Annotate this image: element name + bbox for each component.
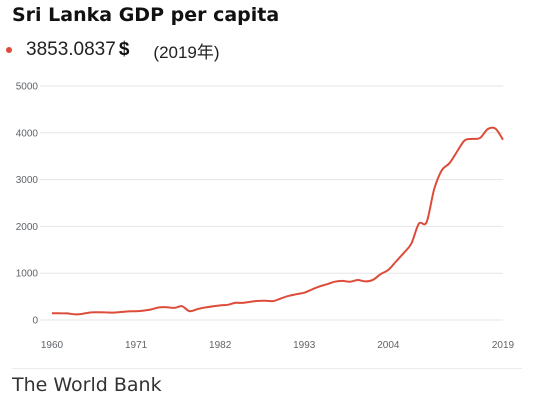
data-point-1983 <box>225 302 231 308</box>
current-value: 3853.0837 <box>26 39 116 60</box>
data-point-2008 <box>416 221 422 227</box>
chart-title: Sri Lanka GDP per capita <box>12 4 280 26</box>
data-point-1978 <box>187 308 193 314</box>
data-point-1964 <box>80 311 86 317</box>
data-point-1980 <box>202 304 208 310</box>
x-tick-label: 1993 <box>293 340 316 351</box>
data-point-1991 <box>286 293 292 299</box>
data-point-1974 <box>156 304 162 310</box>
series-layer <box>49 126 506 317</box>
data-point-1979 <box>194 306 200 312</box>
data-point-2001 <box>362 278 368 284</box>
x-tick-label: 2004 <box>377 340 400 351</box>
data-point-1966 <box>95 309 101 315</box>
x-tick-label: 1971 <box>125 340 148 351</box>
data-point-1999 <box>347 279 353 285</box>
data-point-2017 <box>485 126 491 132</box>
data-point-1985 <box>240 300 246 306</box>
data-point-1984 <box>232 300 238 306</box>
data-point-2015 <box>469 136 475 142</box>
data-point-2005 <box>393 259 399 265</box>
data-point-2002 <box>370 277 376 283</box>
y-tick-label: 1000 <box>16 269 39 280</box>
data-point-2007 <box>408 241 414 247</box>
source-label: The World Bank <box>12 374 162 396</box>
data-point-1975 <box>164 304 170 310</box>
x-axis-ticks: 1960 1971 1982 1993 2004 2019 <box>41 340 515 351</box>
data-point-1973 <box>148 306 154 312</box>
y-axis-ticks: 0 1000 2000 3000 4000 5000 <box>16 82 39 327</box>
data-point-2013 <box>454 149 460 155</box>
data-point-1977 <box>179 303 185 309</box>
data-point-1967 <box>103 309 109 315</box>
data-point-1965 <box>87 310 93 316</box>
data-point-1987 <box>255 298 261 304</box>
y-tick-label: 5000 <box>16 82 39 93</box>
grid-lines <box>40 85 503 321</box>
data-point-1969 <box>118 309 124 315</box>
data-point-2014 <box>462 137 468 143</box>
data-point-1960 <box>49 310 55 316</box>
data-point-1976 <box>171 305 177 311</box>
data-point-1994 <box>309 286 315 292</box>
data-point-1992 <box>294 291 300 297</box>
data-point-2006 <box>401 250 407 256</box>
data-point-1971 <box>133 308 139 314</box>
data-point-2004 <box>385 267 391 273</box>
data-point-2009 <box>424 219 430 225</box>
value-year: (2019年) <box>153 42 220 62</box>
data-point-2000 <box>355 277 361 283</box>
data-point-1981 <box>210 303 216 309</box>
currency-unit: $ <box>118 39 130 60</box>
data-point-1962 <box>64 310 70 316</box>
data-point-2019 <box>500 137 506 143</box>
x-tick-label: 1982 <box>209 340 232 351</box>
x-tick-label: 2019 <box>492 340 515 351</box>
current-value-row: 3853.0837 $ (2019年) <box>6 38 220 62</box>
gdp-line-chart: 0 1000 2000 3000 4000 5000 1960 1971 1982 1993 20… <box>16 82 515 352</box>
data-point-2016 <box>477 135 483 141</box>
x-tick-label: 1960 <box>41 340 64 351</box>
data-point-1972 <box>141 308 147 314</box>
data-point-1998 <box>339 278 345 284</box>
data-point-1997 <box>332 279 338 285</box>
data-point-2010 <box>431 186 437 192</box>
data-point-2012 <box>446 160 452 166</box>
data-point-1996 <box>324 281 330 287</box>
data-point-1988 <box>263 298 269 304</box>
series-line-0 <box>51 126 504 316</box>
data-point-1970 <box>125 308 131 314</box>
data-point-1993 <box>301 290 307 296</box>
data-point-1982 <box>217 302 223 308</box>
data-point-1963 <box>72 311 78 317</box>
data-point-2011 <box>439 167 445 173</box>
series-dot-icon <box>6 47 12 53</box>
data-point-1986 <box>248 299 254 305</box>
data-point-1995 <box>317 283 323 289</box>
footer-divider <box>12 368 522 369</box>
data-point-1989 <box>271 298 277 304</box>
data-point-2018 <box>492 126 498 132</box>
y-tick-label: 2000 <box>16 222 39 233</box>
y-tick-label: 4000 <box>16 128 39 139</box>
data-point-1968 <box>110 310 116 316</box>
y-tick-label: 3000 <box>16 175 39 186</box>
data-point-1990 <box>278 295 284 301</box>
y-tick-label: 0 <box>32 316 38 327</box>
data-point-2003 <box>378 271 384 277</box>
data-point-1961 <box>57 310 63 316</box>
